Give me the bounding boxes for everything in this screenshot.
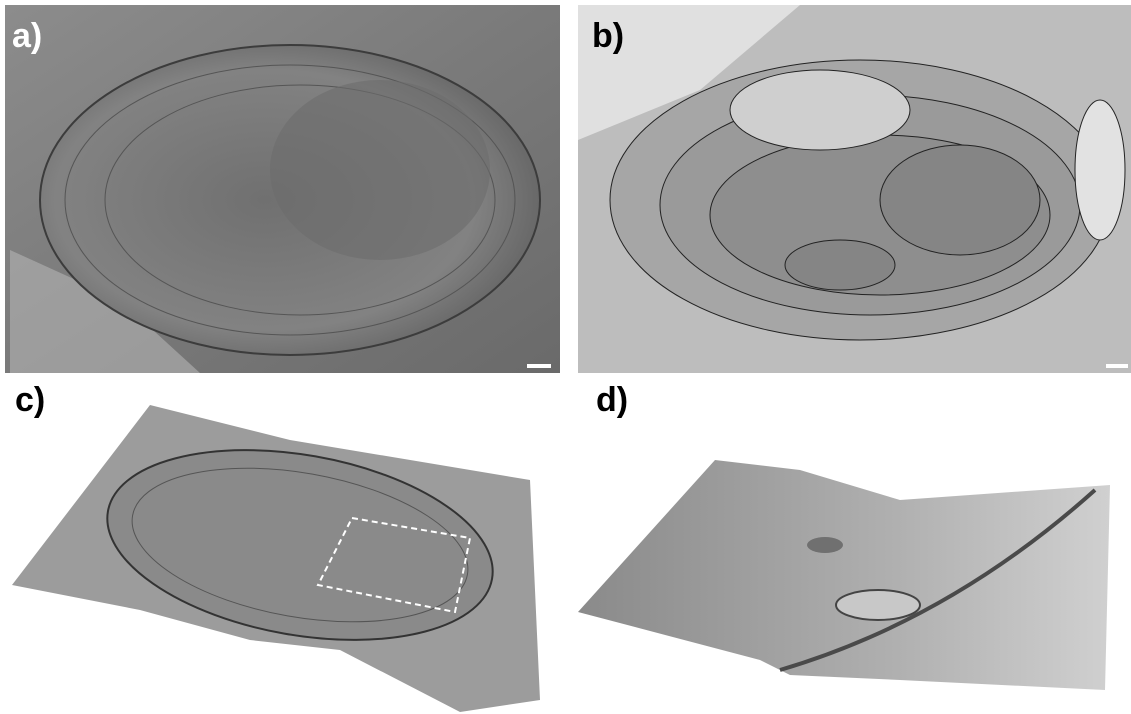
umbo (270, 80, 490, 260)
figure: a) b) c) d) (0, 0, 1131, 714)
panel-d: d) (578, 381, 1110, 690)
contour (730, 70, 910, 150)
panel-a: a) (5, 5, 560, 373)
trace (836, 590, 920, 620)
trace (807, 537, 843, 553)
scale-bar (527, 364, 551, 368)
panel-c: c) (12, 381, 540, 712)
contour (880, 145, 1040, 255)
panel-label: d) (596, 381, 628, 419)
contour (1075, 100, 1125, 240)
panel-b: b) (578, 5, 1131, 373)
panel-label: c) (15, 381, 45, 419)
surface-3d (578, 460, 1110, 690)
panel-label: b) (592, 17, 624, 55)
scale-bar (1106, 364, 1128, 368)
panel-label: a) (12, 17, 42, 55)
contour (785, 240, 895, 290)
